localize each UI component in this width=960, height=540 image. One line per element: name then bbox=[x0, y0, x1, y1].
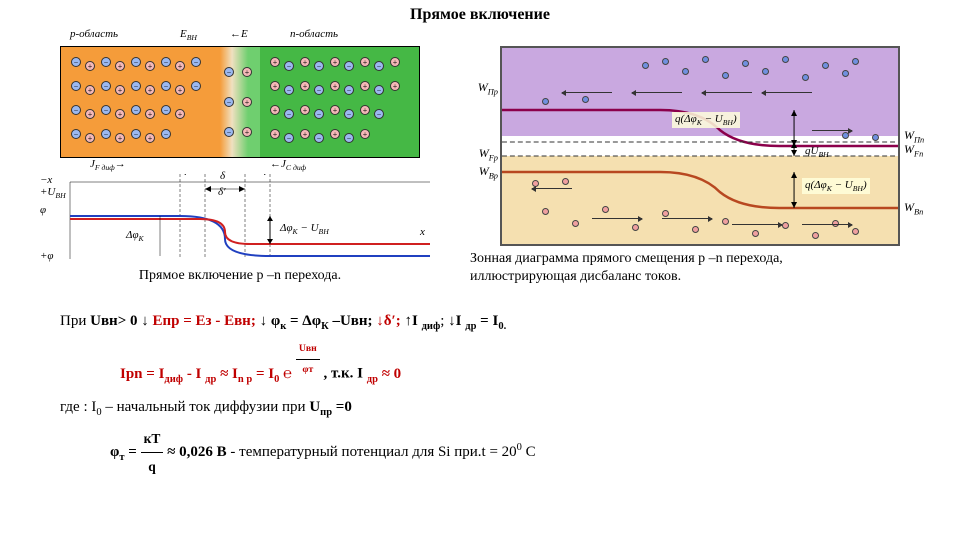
n-region-label: n-область bbox=[290, 28, 338, 40]
depletion-region: − + − + − + bbox=[220, 47, 260, 157]
formula-top: q(ΔφК − UВН) bbox=[672, 112, 740, 128]
wvn-label: WВn bbox=[904, 200, 923, 216]
potential-curve-svg bbox=[40, 174, 440, 264]
formula-mid: qUВН bbox=[802, 144, 832, 160]
n-region: +− +− +− +− + +− +− +− +− + +− +− +− +− … bbox=[260, 47, 419, 157]
right-caption: Зонная диаграмма прямого смещения p –n п… bbox=[470, 250, 930, 286]
formulas-block: При Uвн> 0 ↓ Eпр = Eз - Eвн; ↓ φк = ΔφК … bbox=[0, 286, 960, 480]
wfn-label: WFn bbox=[904, 142, 923, 158]
diagrams-row: p-область EВН ←E n-область −+ −+ −+ −+ −… bbox=[0, 24, 960, 286]
formula-line-4: φт = кТq ≈ 0,026 В - температурный потен… bbox=[60, 425, 920, 480]
p-region-label: p-область bbox=[70, 28, 118, 40]
efield-label: ←E bbox=[230, 28, 248, 40]
left-caption: Прямое включение p –n перехода. bbox=[30, 268, 450, 284]
pn-top: −+ −+ −+ −+ − −+ −+ −+ −+ − −+ −+ −+ −+ … bbox=[61, 47, 419, 157]
formula-line-1: При Uвн> 0 ↓ Eпр = Eз - Eвн; ↓ φк = ΔφК … bbox=[60, 306, 920, 337]
wcp-label: WПр bbox=[478, 80, 498, 96]
left-diagram-column: p-область EВН ←E n-область −+ −+ −+ −+ −… bbox=[30, 28, 450, 286]
band-diagram: q(ΔφК − UВН) qUВН q(ΔφК − UВН) bbox=[500, 46, 900, 246]
wfp-label: WFp bbox=[479, 146, 498, 162]
formula-line-3: где : I0 – начальный ток диффузии при Uп… bbox=[60, 392, 920, 423]
jc-diff-label: ←JC диф bbox=[270, 158, 306, 172]
formula-bot: q(ΔφК − UВН) bbox=[802, 178, 870, 194]
formula-line-2: Iрn = Iдиф - I др ≈ In р = I0 ℮ Uвнφт , … bbox=[60, 339, 920, 390]
p-region: −+ −+ −+ −+ − −+ −+ −+ −+ − −+ −+ −+ −+ … bbox=[61, 47, 220, 157]
main-title: Прямое включение bbox=[0, 0, 960, 24]
pn-junction-diagram: −+ −+ −+ −+ − −+ −+ −+ −+ − −+ −+ −+ −+ … bbox=[60, 46, 420, 158]
jf-diff-label: JF диф→ bbox=[90, 158, 126, 172]
potential-diagram: −x +UВН δ δ′ φ ΔφК ΔφК − UВН x +φ bbox=[40, 174, 440, 264]
evn-label: EВН bbox=[180, 28, 197, 42]
right-diagram-column: WПр WFp WВр bbox=[470, 28, 930, 286]
wvp-label: WВр bbox=[479, 164, 498, 180]
